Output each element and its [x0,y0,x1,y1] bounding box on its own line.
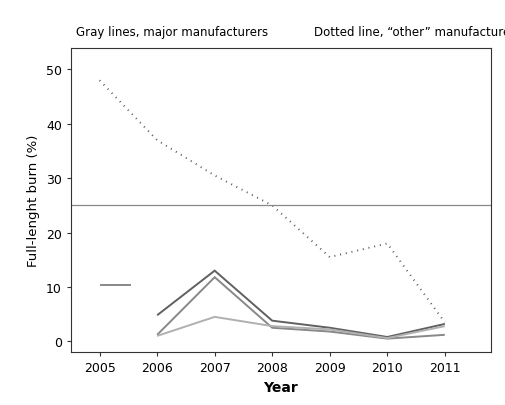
X-axis label: Year: Year [263,380,297,394]
Text: Gray lines, major manufacturers: Gray lines, major manufacturers [76,26,268,38]
Text: Dotted line, “other” manufacturers: Dotted line, “other” manufacturers [313,26,505,38]
Y-axis label: Full-lenght burn (%): Full-lenght burn (%) [27,134,40,266]
